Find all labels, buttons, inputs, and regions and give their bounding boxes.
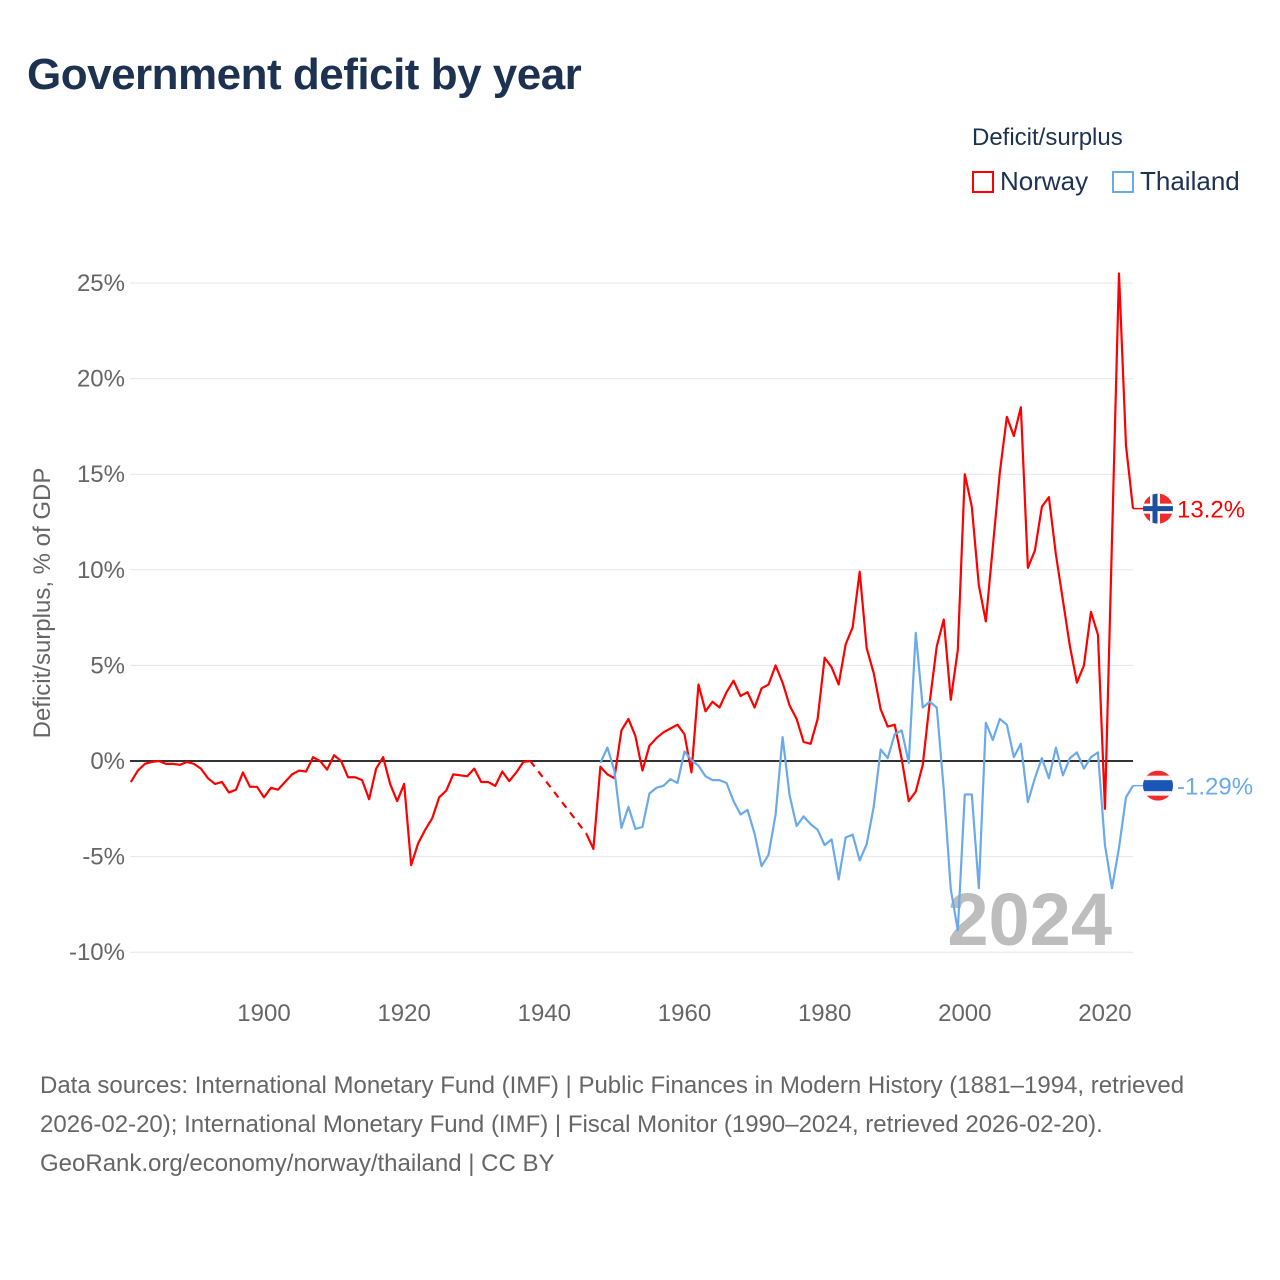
- flag-body: [1143, 770, 1173, 801]
- y-tick-label: 25%: [77, 270, 125, 297]
- flag-cross: [1143, 506, 1173, 512]
- x-tick-label: 1960: [658, 1000, 711, 1027]
- legend-swatch-thailand: [1112, 170, 1134, 193]
- legend-title: Deficit/surplus: [972, 124, 1123, 151]
- flag-cross: [1152, 493, 1158, 524]
- x-tick-label: 1900: [237, 1000, 290, 1027]
- x-tick-label: 1920: [377, 1000, 430, 1027]
- y-tick-label: 20%: [77, 366, 125, 393]
- chart-title: Government deficit by year: [27, 50, 582, 99]
- legend-label: Norway: [1000, 166, 1089, 196]
- y-tick-label: 10%: [77, 557, 125, 584]
- y-axis-label: Deficit/surplus, % of GDP: [29, 468, 56, 739]
- y-tick-label: 15%: [77, 461, 125, 488]
- legend-item-thailand[interactable]: Thailand: [1112, 166, 1240, 197]
- legend-item-norway[interactable]: Norway: [972, 166, 1088, 197]
- legend-swatch-norway: [972, 170, 994, 193]
- x-tick-label: 1940: [518, 1000, 571, 1027]
- end-value-label-norway: 13.2%: [1177, 497, 1245, 524]
- year-watermark: 2024: [947, 878, 1112, 961]
- line-chart: -10% -5% 0% 5% 10% 15% 20% 25% 1900 1920 1940 1960 1…: [29, 270, 1253, 1027]
- norway-flag-icon: [1143, 493, 1173, 524]
- x-tick-label: 1980: [798, 1000, 851, 1027]
- series-line-norway: [129, 272, 1135, 867]
- y-tick-label: 5%: [90, 652, 125, 679]
- footer: Data sources: International Monetary Fun…: [40, 1066, 1240, 1183]
- credit-link[interactable]: GeoRank.org/economy/norway/thailand | CC…: [40, 1150, 555, 1177]
- series-gap-line-norway: [529, 760, 588, 835]
- y-tick-label: -5%: [82, 844, 125, 871]
- flag-stripe: [1143, 780, 1173, 792]
- legend-label: Thailand: [1140, 166, 1240, 196]
- series-line-thailand: [599, 631, 1134, 932]
- end-value-label-thailand: -1.29%: [1177, 774, 1253, 801]
- thailand-flag-icon: [1143, 770, 1173, 801]
- y-tick-label: 0%: [90, 748, 125, 775]
- x-tick-label: 2000: [938, 1000, 991, 1027]
- x-tick-label: 2020: [1078, 1000, 1131, 1027]
- flag-body: [1143, 493, 1173, 524]
- data-sources: Data sources: International Monetary Fun…: [40, 1072, 1185, 1138]
- y-tick-label: -10%: [69, 939, 125, 966]
